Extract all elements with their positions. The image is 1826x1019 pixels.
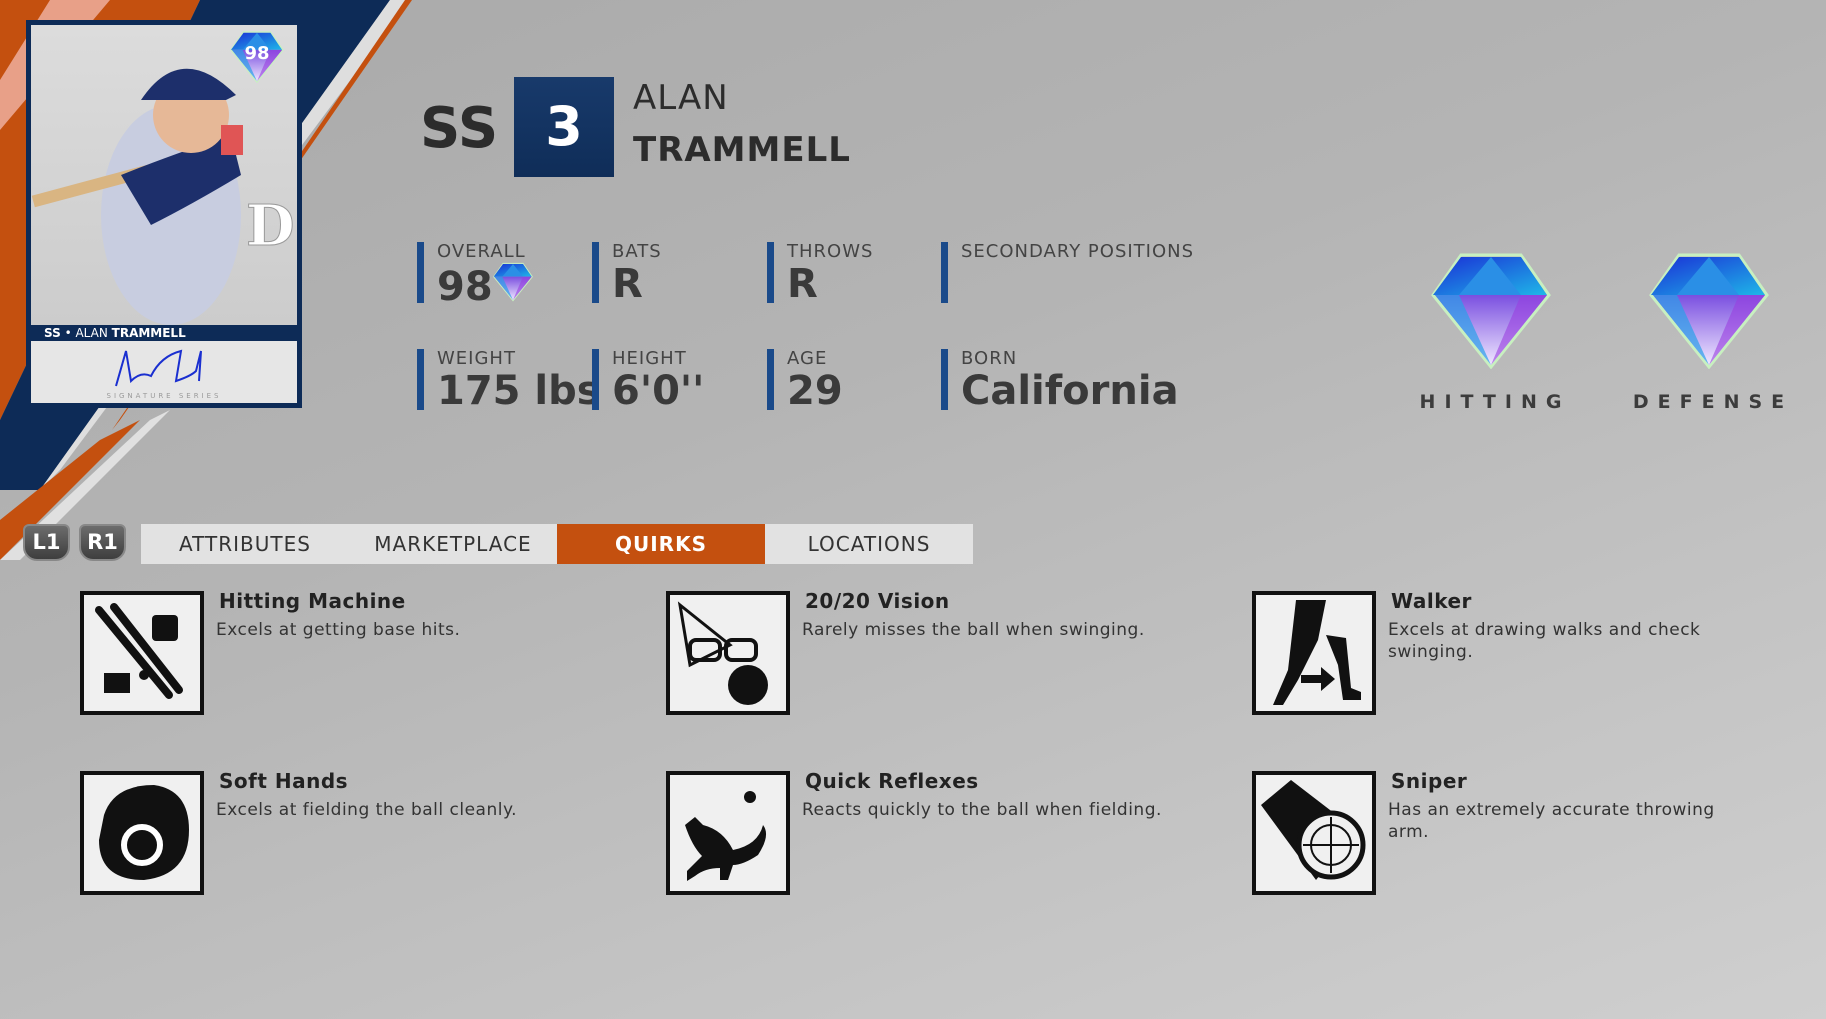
glove-icon [80, 771, 204, 895]
player-position: SS [420, 96, 499, 161]
quirk-title: 20/20 Vision [805, 589, 950, 613]
quirk-20-20-vision: 20/20 Vision Rarely misses the ball when… [666, 589, 1226, 721]
quirk-title: Sniper [1391, 769, 1468, 793]
tab-marketplace[interactable]: MARKETPLACE [374, 532, 532, 556]
jersey-number: 3 [514, 77, 614, 177]
card-caption: SS • ALAN TRAMMELL [31, 325, 297, 341]
walking-legs-icon [1252, 591, 1376, 715]
defense-diamond-icon [1649, 253, 1769, 369]
tab-quirks[interactable]: QUIRKS [557, 524, 765, 564]
signature [115, 349, 202, 387]
stat-overall: OVERALL 98 [417, 242, 533, 309]
last-name: TRAMMELL [633, 130, 851, 170]
quirk-desc: Rarely misses the ball when swinging. [802, 620, 1145, 640]
stat-throws: THROWS R [767, 242, 873, 306]
player-photo: D [31, 68, 295, 325]
quirk-desc: Has an extremely accurate throwing arm. [1388, 800, 1715, 842]
tab-attributes[interactable]: ATTRIBUTES [179, 532, 311, 556]
quirk-desc: Excels at fielding the ball cleanly. [216, 800, 517, 820]
quirk-walker: Walker Excels at drawing walks and check… [1252, 589, 1812, 721]
stat-age: AGE 29 [767, 349, 843, 413]
quirk-title: Quick Reflexes [805, 769, 979, 793]
stat-weight: WEIGHT 175 lbs [417, 349, 601, 413]
hitting-diamond-icon [1431, 253, 1551, 369]
series-label: SIGNATURE SERIES [106, 392, 222, 400]
tab-locations[interactable]: LOCATIONS [807, 532, 931, 556]
quirk-quick-reflexes: Quick Reflexes Reacts quickly to the bal… [666, 769, 1226, 901]
defense-label: DEFENSE [1632, 391, 1794, 413]
stat-secondary-positions: SECONDARY POSITIONS [941, 242, 1194, 303]
quirk-title: Hitting Machine [219, 589, 406, 613]
glasses-ball-icon [666, 591, 790, 715]
svg-text:98: 98 [244, 43, 269, 64]
quirk-hitting-machine: Hitting Machine Excels at getting base h… [80, 589, 640, 721]
cat-pounce-icon [666, 771, 790, 895]
quirk-desc: Reacts quickly to the ball when fielding… [802, 800, 1162, 820]
quirk-desc: Excels at getting base hits. [216, 620, 461, 640]
rating-gem-icon: 98 [230, 31, 284, 83]
tigers-logo: D [246, 193, 295, 259]
quirk-sniper: Sniper Has an extremely accurate throwin… [1252, 769, 1812, 901]
diamond-tier-icon [492, 262, 533, 302]
tab-bar: ATTRIBUTES MARKETPLACE QUIRKS LOCATIONS [141, 524, 973, 564]
stat-bats: BATS R [592, 242, 662, 306]
l1-button[interactable]: L1 [23, 524, 70, 561]
bats-ball-icon [80, 591, 204, 715]
r1-button[interactable]: R1 [79, 524, 126, 561]
hitting-label: HITTING [1419, 391, 1571, 413]
quirk-title: Soft Hands [219, 769, 349, 793]
player-card: D 98 SS • ALAN TRAMMELL SIGNATURE SERIES [26, 20, 302, 408]
first-name: ALAN [633, 78, 729, 118]
stat-height: HEIGHT 6'0'' [592, 349, 704, 413]
stat-born: BORN California [941, 349, 1179, 413]
quirk-soft-hands: Soft Hands Excels at fielding the ball c… [80, 769, 640, 901]
quirk-title: Walker [1391, 589, 1472, 613]
quirk-desc: Excels at drawing walks and check swingi… [1388, 620, 1701, 662]
scope-crosshair-icon [1252, 771, 1376, 895]
